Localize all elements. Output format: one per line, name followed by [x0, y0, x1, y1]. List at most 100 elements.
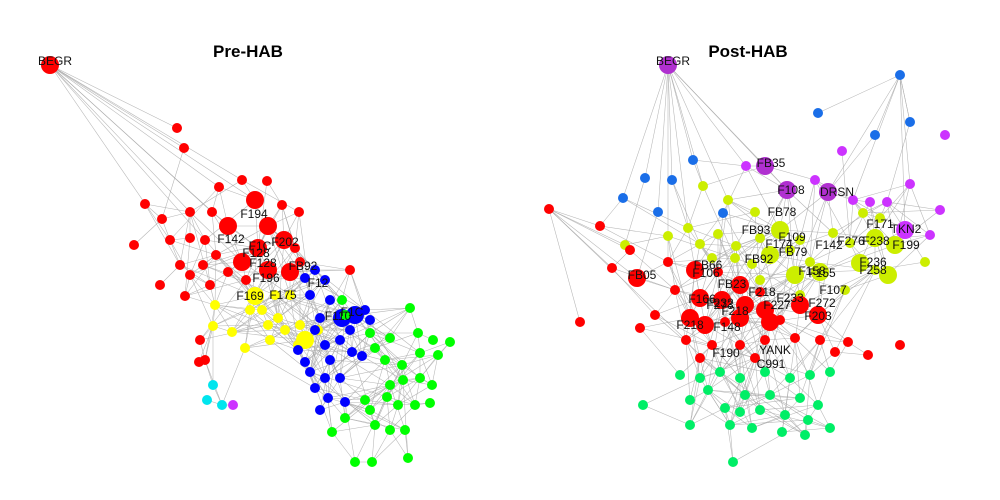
network-edge	[548, 208, 626, 246]
network-node	[403, 453, 413, 463]
network-node	[415, 348, 425, 358]
network-node	[340, 310, 350, 320]
network-edge	[789, 339, 821, 379]
network-node	[405, 303, 415, 313]
node-label: F174	[765, 237, 793, 251]
network-node	[290, 243, 300, 253]
network-edge	[702, 165, 766, 187]
node-label: F108	[777, 183, 805, 197]
network-edge	[344, 401, 356, 463]
network-edge	[687, 211, 756, 229]
network-edge	[794, 337, 831, 373]
network-edge	[699, 357, 766, 373]
node-label: F158	[798, 264, 826, 278]
network-edge	[231, 309, 263, 333]
network-node	[731, 276, 749, 294]
network-edge	[711, 321, 771, 346]
network-edge	[717, 229, 781, 235]
network-edge	[717, 212, 724, 273]
network-node	[544, 204, 554, 214]
network-edge	[689, 399, 731, 426]
node-label: F110	[325, 309, 352, 323]
network-node	[750, 353, 760, 363]
network-node	[294, 207, 304, 217]
network-node	[365, 328, 375, 338]
network-node	[310, 383, 320, 393]
node-label: F194	[240, 207, 268, 221]
network-edge	[707, 317, 741, 391]
network-edge	[624, 235, 669, 246]
node-label: F233	[776, 291, 804, 305]
node-label: F258	[859, 263, 887, 277]
network-node	[695, 353, 705, 363]
network-node	[778, 181, 796, 199]
network-edge	[622, 64, 669, 199]
network-node	[223, 267, 233, 277]
network-edge	[707, 357, 756, 391]
node-label: F218	[676, 318, 704, 332]
network-edge	[599, 225, 669, 237]
network-edge	[707, 389, 731, 426]
network-node	[713, 291, 731, 309]
network-node	[345, 325, 355, 335]
network-edge	[319, 359, 331, 411]
network-edge	[759, 291, 801, 296]
network-edge	[299, 324, 353, 353]
network-node	[246, 287, 264, 305]
network-edge	[274, 294, 319, 331]
network-edge	[852, 183, 911, 201]
network-node	[185, 270, 195, 280]
network-node	[790, 333, 800, 343]
network-node	[270, 290, 280, 300]
network-edge	[319, 317, 351, 331]
network-node	[685, 395, 695, 405]
network-node	[840, 285, 850, 295]
network-edge	[719, 344, 741, 373]
network-node	[262, 176, 272, 186]
network-node	[879, 266, 897, 284]
network-node	[803, 415, 813, 425]
network-node	[640, 173, 650, 183]
network-edge	[331, 424, 376, 433]
post-hab-title: Post-HAB	[708, 42, 787, 61]
network-node	[886, 236, 904, 254]
network-edge	[764, 319, 781, 373]
network-edge	[364, 307, 411, 311]
network-edge	[759, 249, 791, 293]
network-node	[360, 305, 370, 315]
network-node	[761, 313, 779, 331]
network-node	[410, 400, 420, 410]
network-edge	[724, 407, 734, 463]
network-edge	[759, 409, 831, 429]
network-edge	[769, 374, 811, 396]
node-label: F196	[252, 271, 280, 285]
network-edge	[133, 218, 163, 246]
network-node	[731, 241, 741, 251]
network-edge	[722, 212, 753, 265]
network-node	[340, 413, 350, 423]
network-edge	[231, 324, 269, 333]
network-edge	[759, 404, 819, 411]
node-label: F272	[808, 296, 836, 310]
node-label: DRSN	[820, 185, 854, 199]
network-node	[813, 108, 823, 118]
network-node	[400, 425, 410, 435]
network-edge	[899, 74, 911, 123]
network-node	[300, 357, 310, 367]
network-node	[681, 309, 699, 327]
network-edge	[729, 414, 786, 426]
network-node	[731, 309, 749, 327]
network-edge	[739, 394, 771, 413]
network-edge	[722, 165, 747, 214]
network-edge	[339, 364, 403, 379]
network-edge	[289, 269, 316, 296]
network-node	[245, 305, 255, 315]
network-edge	[699, 317, 741, 379]
network-edge	[786, 189, 796, 276]
node-label: F171	[866, 217, 894, 231]
network-node	[638, 400, 648, 410]
network-node	[805, 370, 815, 380]
network-edge	[49, 64, 229, 227]
network-edge	[179, 264, 256, 297]
